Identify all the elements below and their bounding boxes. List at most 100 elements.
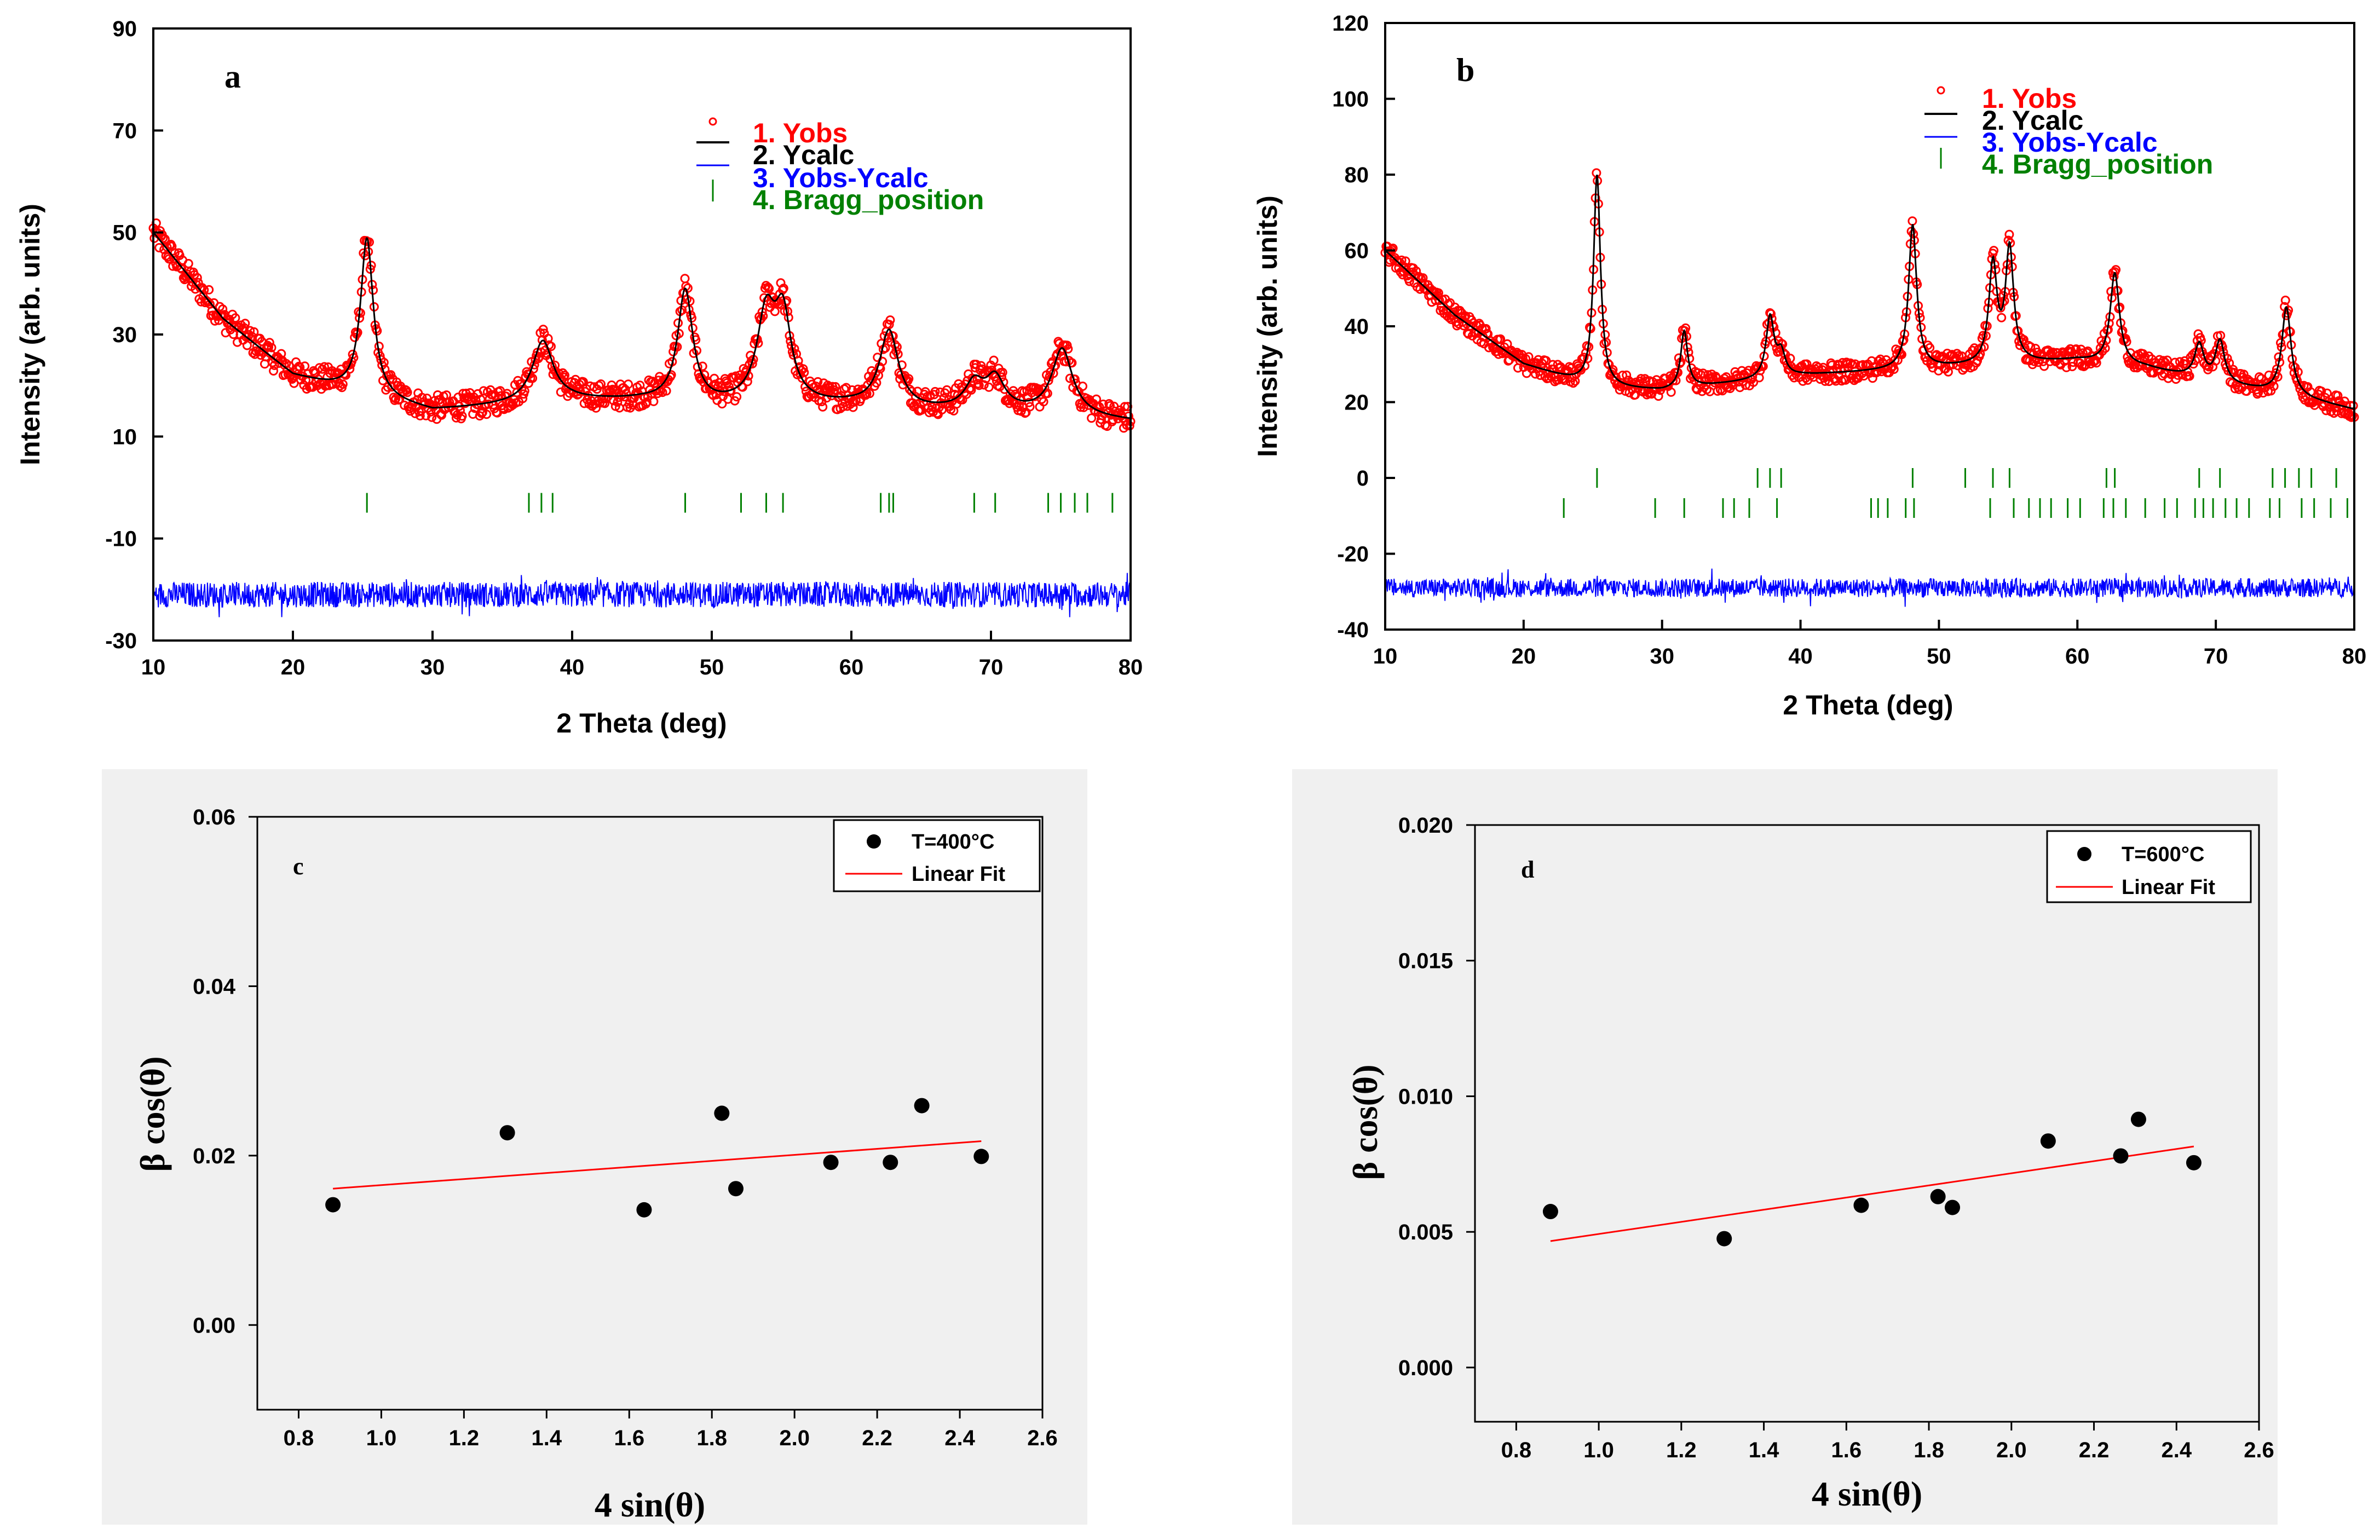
yobs-point (2222, 354, 2232, 364)
yobs-point (240, 319, 250, 328)
x-tick-label: 20 (1512, 644, 1536, 668)
yobs-point (1846, 358, 1855, 368)
yobs-point (865, 389, 874, 399)
yobs-point (1583, 354, 1593, 364)
y-tick-label: 0.000 (1398, 1356, 1453, 1380)
yobs-point (289, 378, 299, 388)
x-tick-label: 1.2 (1666, 1438, 1697, 1462)
yobs-point (203, 297, 213, 307)
yobs-point (1087, 413, 1097, 423)
panel-c: c 0.8 1.0 1.2 1.4 1.6 1.8 2.0 2.2 2.4 2.6 0.060.0… (133, 805, 1058, 1524)
x-tick-label: 10 (1373, 644, 1398, 668)
yobs-point (831, 382, 840, 391)
yobs-point (1979, 342, 1989, 352)
yobs-point (1944, 361, 1954, 371)
x-tick-label: 70 (979, 655, 1004, 679)
y-tick-labels-b: 120 100 80 60 40 20 0 -20 -40 (1332, 11, 1369, 642)
yobs-point (295, 362, 305, 372)
yobs-point (851, 396, 861, 406)
x-tick-label: 2.2 (862, 1426, 892, 1450)
yobs-point (269, 366, 279, 376)
yobs-point (528, 373, 538, 383)
y-axis-label-b: Intensity (arb. units) (1252, 195, 1283, 457)
yobs-point (880, 343, 890, 353)
x-tick-label: 60 (2065, 644, 2090, 668)
yobs-point (192, 273, 202, 282)
linear-fit-d (1550, 1145, 2194, 1242)
yobs-point (583, 395, 592, 405)
yobs-point (1771, 328, 1780, 338)
y-tick-label: 50 (113, 221, 137, 245)
legend-symbol-points (2077, 847, 2091, 861)
x-tick-labels-a: 10 20 30 40 50 60 70 80 (141, 655, 1143, 679)
yobs-point (822, 393, 832, 403)
x-tick-label: 1.0 (366, 1426, 397, 1450)
data-point (2186, 1155, 2202, 1170)
yobs-point (737, 382, 747, 392)
x-tick-label: 1.0 (1583, 1438, 1614, 1462)
yobs-point (930, 387, 940, 396)
data-point (728, 1181, 744, 1197)
yobs-point (2133, 363, 2142, 373)
yobs-point (764, 284, 774, 293)
legend-label-diff: 3. Yobs-Ycalc (1982, 127, 2158, 158)
yobs-point (242, 341, 252, 350)
yobs-point (624, 379, 633, 389)
yobs-point (1996, 303, 2006, 313)
x-tick-label: 2.0 (779, 1426, 810, 1450)
y-tick-labels-d: 0.020 0.015 0.010 0.005 0.000 (1398, 814, 1453, 1380)
data-point (1945, 1199, 1961, 1215)
yobs-point (1401, 256, 1410, 266)
ycalc-series-a (152, 232, 1131, 419)
data-points-d (1542, 1111, 2202, 1247)
yobs-point (402, 388, 412, 397)
yobs-point (2204, 362, 2214, 372)
plot-frame-c (256, 816, 1044, 1411)
difference-series-a (153, 573, 1131, 618)
yobs-point (300, 361, 310, 371)
yobs-point (897, 360, 907, 370)
yobs-point (691, 335, 701, 345)
yobs-point (264, 338, 274, 348)
x-tick-label: 1.4 (1749, 1438, 1779, 1462)
yobs-point (267, 343, 276, 353)
yobs-point (2339, 396, 2349, 406)
yobs-point (1481, 324, 1491, 333)
yobs-point (2254, 388, 2263, 397)
yobs-point (1560, 376, 1569, 385)
x-axis-label-c: 4 sin(θ) (595, 1485, 705, 1524)
y-tick-label: 0.04 (193, 974, 236, 999)
yobs-point (319, 362, 329, 372)
plot-frame-d (1474, 824, 2260, 1423)
yobs-point (797, 373, 807, 383)
legend-box-d (2046, 830, 2252, 903)
legend-label-bragg: 4. Bragg_position (1982, 149, 2213, 180)
data-point (2040, 1133, 2056, 1149)
yobs-point (1925, 343, 1935, 353)
yobs-point (2122, 337, 2131, 347)
yobs-point (862, 389, 872, 399)
yobs-point (318, 364, 327, 374)
yobs-point (483, 399, 493, 409)
yobs-point (457, 411, 467, 421)
difference-line (1385, 568, 2354, 607)
data-point (636, 1202, 652, 1218)
x-tick-label: 0.8 (1501, 1438, 1532, 1462)
yobs-point (1636, 374, 1646, 384)
yobs-point (1039, 397, 1048, 407)
x-axis-label-a: 2 Theta (deg) (556, 708, 727, 739)
yobs-point (649, 396, 659, 406)
bragg-positions-b (1563, 468, 2348, 518)
y-tick-label: 0.00 (193, 1313, 235, 1337)
y-tick-label: -10 (105, 527, 137, 551)
yobs-point (770, 307, 780, 316)
yobs-point (433, 390, 442, 400)
legend-b: 1. Yobs 2. Ycalc 3. Yobs-Ycalc 4. Bragg_… (1924, 83, 2213, 180)
data-point (914, 1098, 930, 1114)
yobs-point (1569, 371, 1579, 380)
panel-label-c: c (293, 853, 304, 880)
legend-box-c (833, 819, 1041, 892)
yobs-point (1653, 391, 1663, 401)
yobs-point (818, 402, 828, 412)
yobs-point (1102, 422, 1112, 431)
